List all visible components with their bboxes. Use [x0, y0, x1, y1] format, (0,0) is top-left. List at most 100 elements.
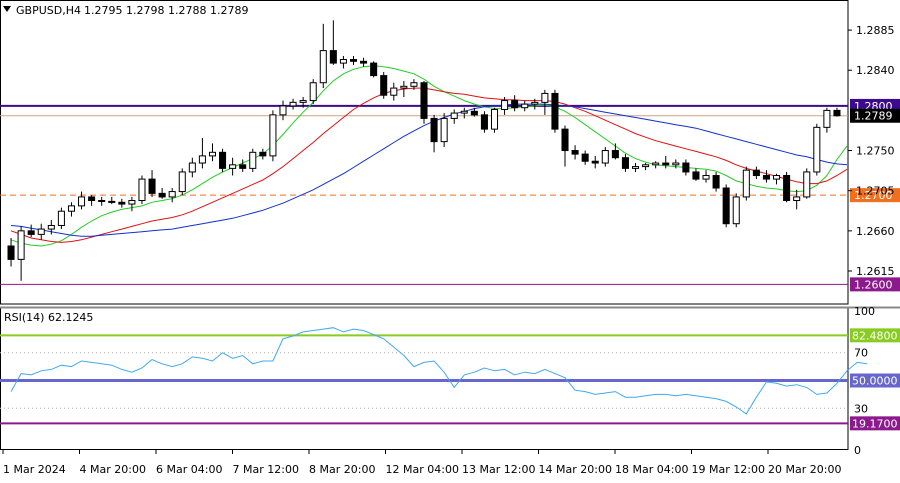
collapse-triangle-icon[interactable]: [3, 6, 11, 12]
candle-body: [269, 114, 277, 157]
candle-body: [762, 175, 770, 180]
candle: [309, 79, 317, 105]
candle-body: [561, 128, 569, 152]
candle: [601, 146, 609, 167]
candle: [823, 107, 831, 133]
candle: [108, 196, 116, 205]
moving-average-fast: [10, 65, 848, 247]
candle-body: [521, 103, 529, 109]
candle: [420, 80, 428, 124]
candle-body: [591, 160, 599, 164]
candle: [17, 226, 25, 281]
candle-body: [17, 230, 25, 260]
rsi-level-tag-label: 50.0000: [852, 375, 898, 388]
candle: [631, 163, 640, 172]
candle: [561, 125, 569, 167]
candle-body: [793, 196, 801, 202]
candle: [793, 189, 801, 210]
candle-body: [420, 82, 428, 119]
candle-body: [642, 164, 650, 168]
candle-body: [672, 162, 680, 166]
price-tick-label: 1.2705: [856, 185, 895, 198]
candle: [662, 155, 670, 169]
candle: [118, 198, 126, 208]
candle-body: [88, 196, 96, 202]
candle-body: [571, 150, 579, 155]
candle-body: [611, 150, 619, 159]
candle-body: [440, 117, 448, 143]
candle: [712, 171, 720, 192]
candle: [732, 193, 740, 228]
candle: [460, 107, 468, 119]
candle-body: [621, 157, 629, 169]
candle: [470, 107, 478, 117]
rsi-title: RSI(14) 62.1245: [4, 311, 93, 324]
rsi-tick-label: 30: [854, 402, 868, 415]
level-tag: [850, 277, 900, 292]
candle-body: [752, 169, 760, 177]
candle: [672, 159, 680, 169]
time-tick-label: 20 Mar 20:00: [768, 463, 841, 476]
price-pane-border: [0, 0, 849, 305]
candle: [450, 109, 458, 124]
candle-body: [360, 60, 368, 64]
time-tick-label: 7 Mar 12:00: [233, 463, 299, 476]
level-tag: [850, 188, 900, 203]
rsi-line: [10, 327, 868, 415]
time-tick-label: 19 Mar 12:00: [692, 463, 765, 476]
candle-body: [7, 245, 15, 260]
candle: [380, 72, 388, 99]
candle-body: [712, 175, 720, 189]
candle-body: [480, 114, 488, 130]
candle-body: [722, 187, 730, 225]
candle-body: [27, 230, 35, 235]
candle-body: [259, 151, 267, 157]
candle-body: [692, 171, 700, 180]
candle: [47, 220, 55, 235]
level-tag-label: 1.2700: [854, 189, 893, 202]
candle: [158, 188, 166, 199]
time-tick-label: 18 Mar 04:00: [615, 463, 688, 476]
candle-body: [289, 101, 297, 107]
candle: [198, 138, 206, 169]
candle: [57, 207, 65, 230]
candles: [7, 20, 841, 281]
candle-body: [652, 162, 660, 166]
candle-body: [118, 201, 126, 205]
candle: [400, 80, 408, 98]
candle: [833, 107, 841, 117]
candle: [581, 150, 589, 165]
candle: [88, 195, 96, 206]
candle: [360, 57, 368, 67]
candle: [219, 148, 227, 172]
candle-body: [319, 50, 327, 84]
candle-body: [198, 155, 206, 164]
level-tag-label: 1.2789: [854, 110, 893, 123]
level-tag-label: 1.2600: [854, 278, 893, 291]
candle-body: [783, 175, 791, 202]
candle: [803, 168, 811, 199]
moving-average-slow: [10, 103, 848, 237]
candle-body: [732, 196, 740, 225]
candle-body: [370, 62, 378, 77]
rsi-pane: [0, 306, 900, 450]
time-tick-label: 6 Mar 04:00: [156, 463, 222, 476]
candle-body: [208, 151, 217, 157]
candle-body: [460, 110, 468, 114]
candle-body: [309, 82, 317, 102]
candle: [752, 166, 760, 180]
candle-body: [239, 164, 247, 169]
candle-body: [349, 59, 358, 62]
candle: [722, 184, 730, 228]
candle: [239, 159, 247, 172]
candle: [98, 196, 106, 206]
candle-body: [742, 169, 750, 198]
candle: [692, 168, 700, 181]
candle: [501, 97, 509, 115]
rsi-tick-label: 0: [854, 444, 861, 457]
candle-body: [803, 171, 811, 198]
candle: [7, 237, 15, 267]
candle-body: [470, 110, 478, 116]
candle-body: [249, 151, 257, 169]
candle-body: [339, 59, 347, 64]
